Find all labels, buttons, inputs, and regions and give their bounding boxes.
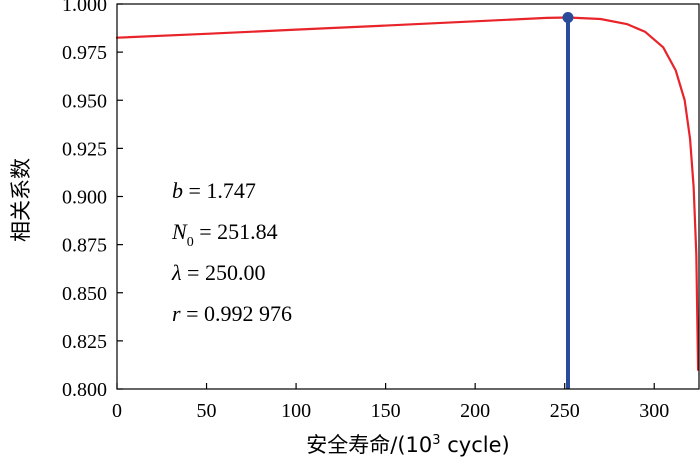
ticks <box>116 3 655 390</box>
tick-labels: 0 50 100 150 200 250 300 0.800 0.825 0.850 0.875 0.… <box>62 0 669 422</box>
y-axis-label: 相关系数 <box>9 158 33 242</box>
annotation-value: = 251.84 <box>194 219 278 244</box>
optimum-point-marker <box>562 12 574 24</box>
annotation-line: r = 0.992 976 <box>172 301 292 326</box>
correlation-curve <box>115 16 700 371</box>
annotation-variable: λ <box>171 260 182 285</box>
x-tick-label: 150 <box>371 400 401 422</box>
annotation-subscript: 0 <box>187 235 194 250</box>
x-tick-label: 250 <box>550 400 580 422</box>
plot-frame <box>116 3 700 390</box>
y-tick-label: 0.900 <box>62 187 107 209</box>
y-tick-label: 0.825 <box>62 331 107 353</box>
annotation-value: = 0.992 976 <box>181 301 292 326</box>
annotation-variable: N <box>171 219 188 244</box>
annotation-line: λ = 250.00 <box>171 260 265 285</box>
y-tick-label: 1.000 <box>62 0 107 16</box>
plot-area <box>115 12 700 389</box>
annotation-variable: r <box>172 301 181 326</box>
x-axis-label-main: 安全寿命/(10 <box>306 433 432 457</box>
y-tick-label: 0.850 <box>62 283 107 305</box>
x-axis-label-sup: 3 <box>432 433 440 448</box>
y-tick-label: 0.800 <box>62 379 107 401</box>
x-axis-label-tail: cycle) <box>441 433 510 457</box>
x-tick-label: 100 <box>281 400 311 422</box>
annotation-line: b = 1.747 <box>172 178 256 203</box>
annotation-variable: b <box>172 178 183 203</box>
annotation-value: = 250.00 <box>182 260 266 285</box>
y-tick-label: 0.875 <box>62 235 107 257</box>
x-tick-label: 0 <box>112 400 122 422</box>
x-tick-label: 300 <box>639 400 669 422</box>
y-tick-label: 0.975 <box>62 42 107 64</box>
annotation-line: N0 = 251.84 <box>171 219 278 250</box>
x-tick-label: 200 <box>460 400 490 422</box>
y-tick-label: 0.925 <box>62 138 107 160</box>
x-axis-label: 安全寿命/(103 cycle) <box>306 433 509 457</box>
y-tick-label: 0.950 <box>62 90 107 112</box>
x-tick-label: 50 <box>197 400 217 422</box>
annotation-value: = 1.747 <box>183 178 256 203</box>
